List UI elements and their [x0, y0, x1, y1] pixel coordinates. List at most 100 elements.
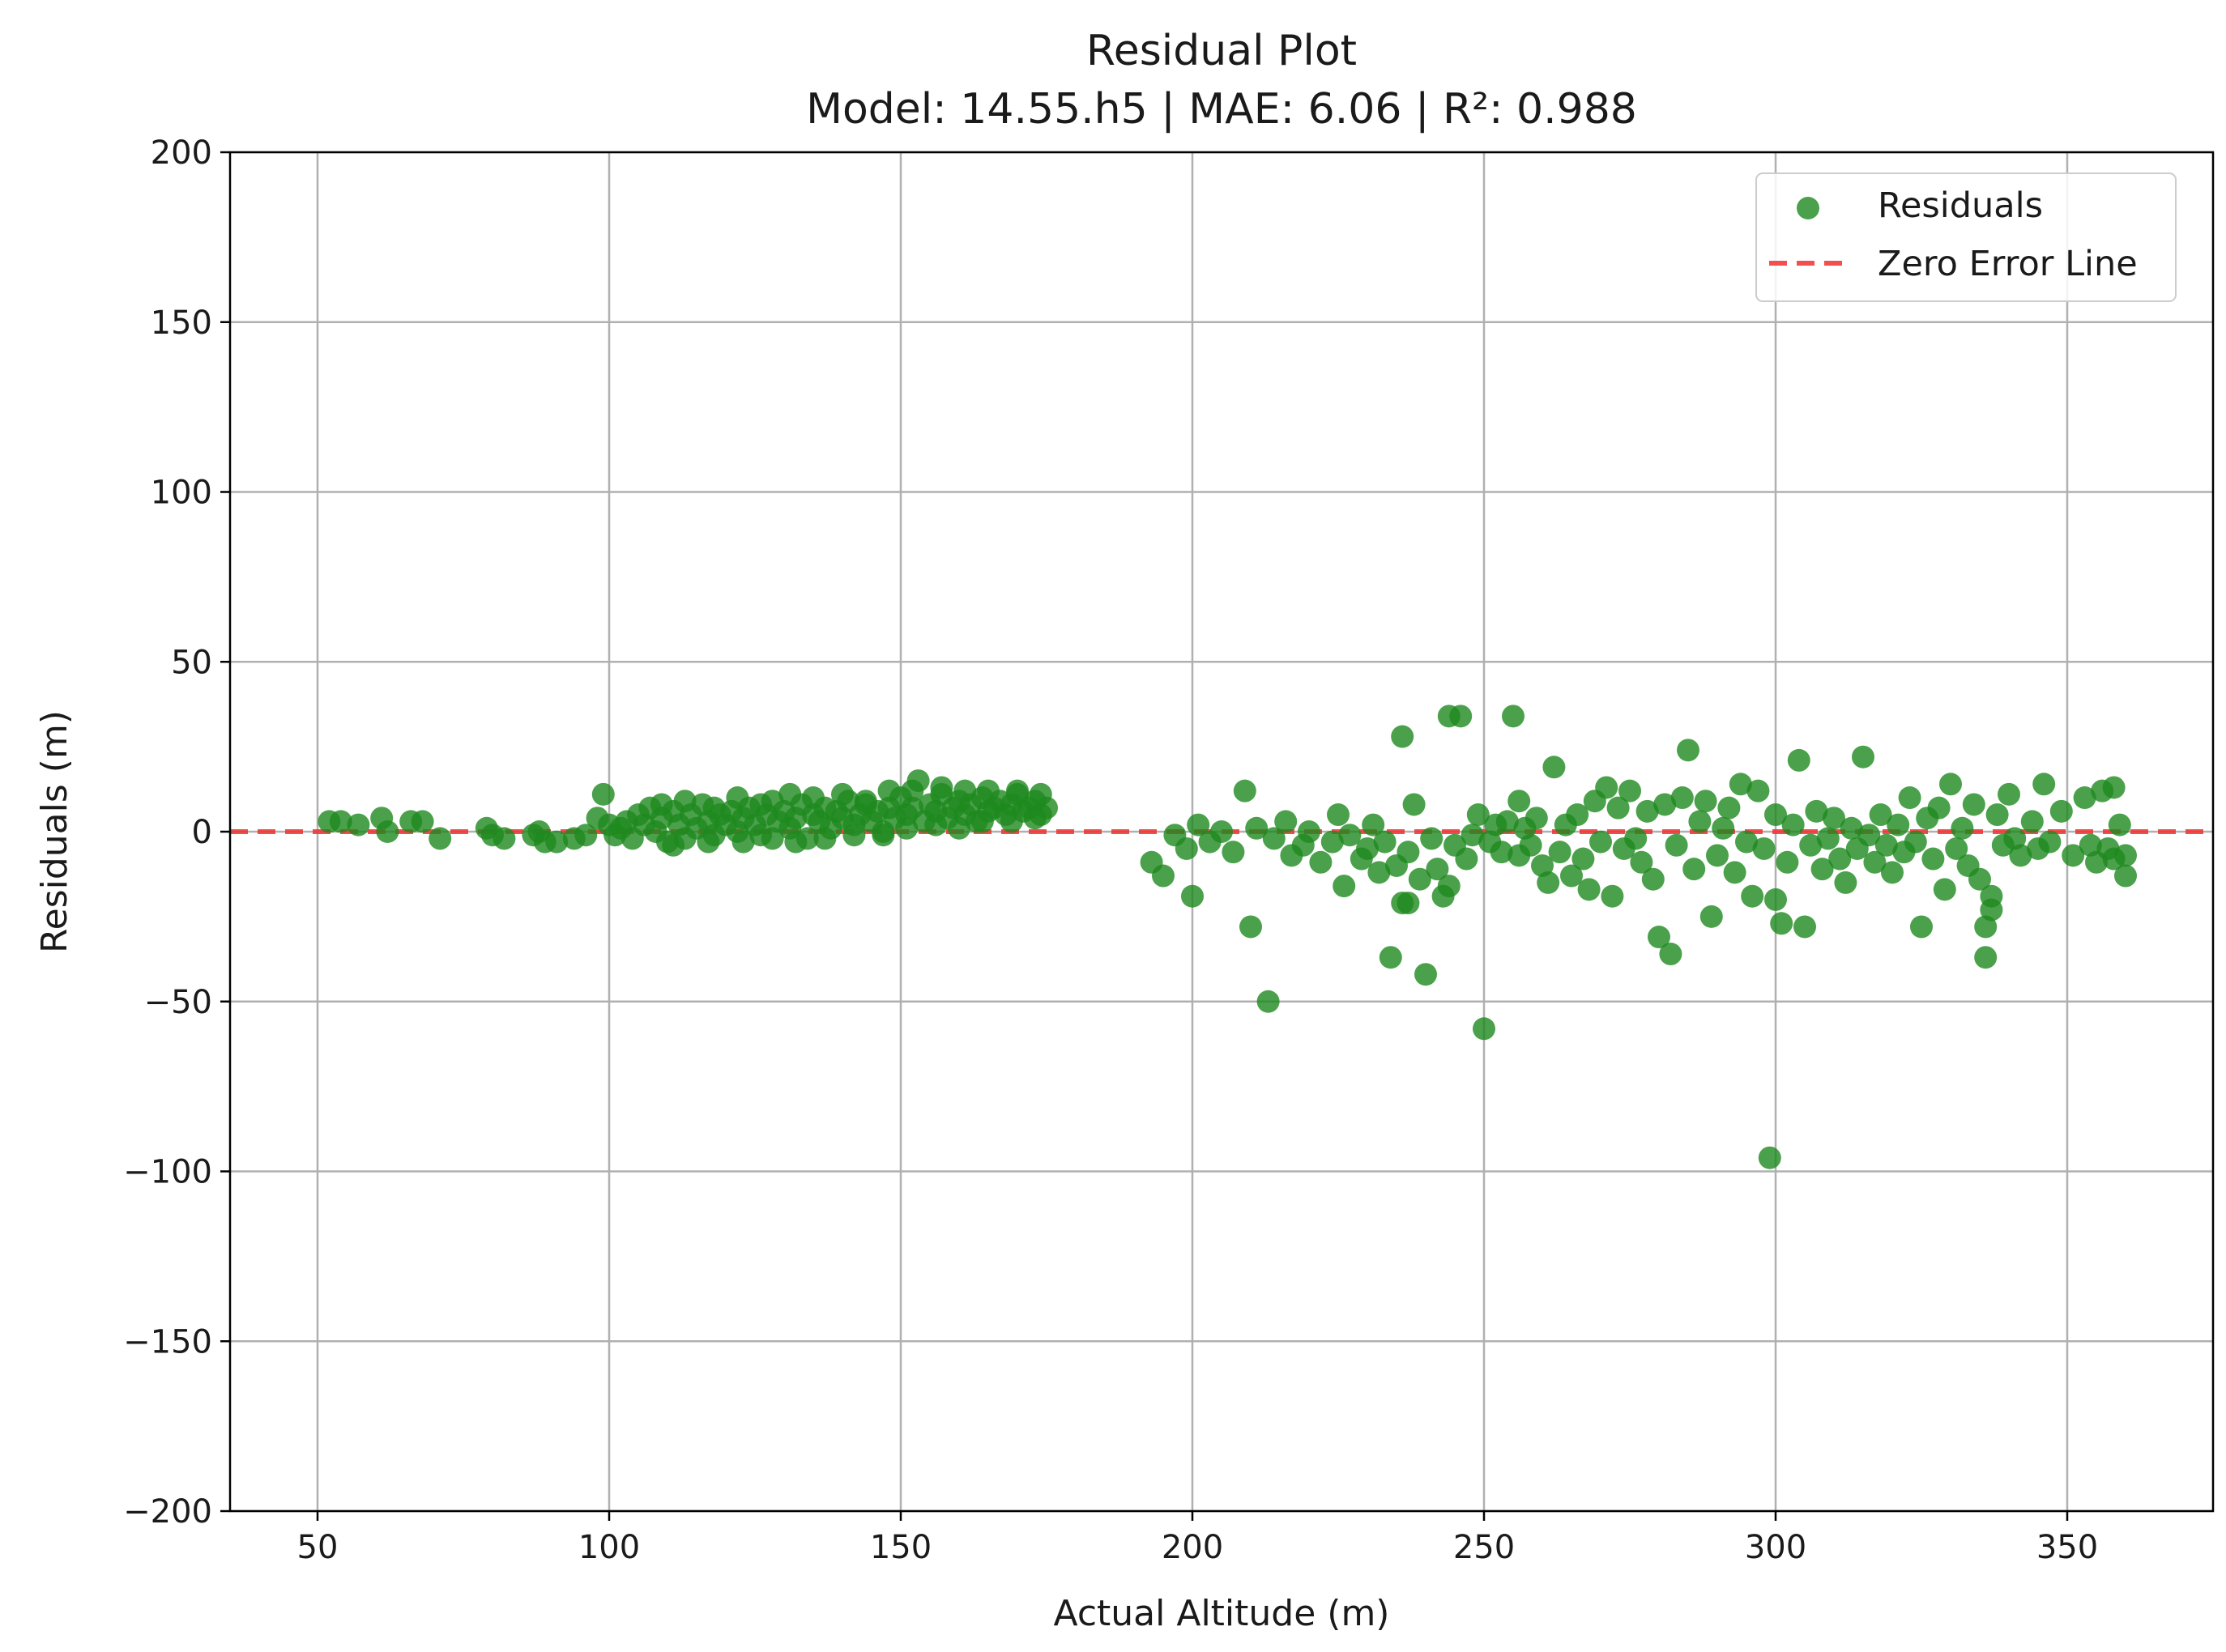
- residual-point: [1939, 773, 1962, 796]
- legend-label-residuals: Residuals: [1878, 185, 2043, 226]
- residual-point: [376, 820, 399, 843]
- residual-point: [1309, 850, 1333, 874]
- residual-point: [1635, 799, 1659, 823]
- residual-point: [1000, 810, 1023, 833]
- residual-point: [329, 810, 352, 833]
- chart-subtitle: Model: 14.55.h5 | MAE: 6.06 | R²: 0.988: [806, 85, 1637, 134]
- residual-point: [1461, 824, 1484, 847]
- residual-point: [1495, 810, 1519, 833]
- residual-point: [493, 827, 516, 850]
- residual-point: [1834, 871, 1857, 894]
- residual-point: [1735, 830, 1758, 854]
- residual-point: [1828, 847, 1852, 871]
- residual-point: [1595, 776, 1618, 799]
- residual-point: [1624, 827, 1648, 850]
- residual-point: [1823, 807, 1845, 830]
- residual-point: [1391, 725, 1414, 748]
- residual-point: [1256, 990, 1280, 1013]
- residual-point: [1274, 810, 1298, 833]
- plot-frame: [228, 151, 2215, 1513]
- residual-point: [1857, 824, 1881, 847]
- residual-point: [1402, 793, 1426, 816]
- residual-point: [1746, 779, 1770, 803]
- residual-point: [1222, 841, 1245, 864]
- residual-point: [1233, 779, 1256, 803]
- residual-point: [948, 816, 970, 840]
- legend: Residuals Zero Error Line: [1755, 172, 2177, 302]
- residual-point: [1980, 884, 2003, 908]
- residual-point: [2049, 799, 2073, 823]
- residual-point: [1945, 837, 1968, 860]
- residual-point: [2114, 864, 2137, 888]
- y-tick-label: −150: [123, 1323, 212, 1360]
- residual-point: [1933, 878, 1956, 901]
- residual-point: [761, 827, 784, 850]
- residual-point: [411, 810, 434, 833]
- residual-point: [1723, 861, 1746, 884]
- residual-point: [1974, 946, 1998, 969]
- residual-point: [1729, 773, 1752, 796]
- residual-point: [673, 790, 697, 813]
- residual-point: [1490, 841, 1513, 864]
- residual-point: [1670, 786, 1694, 810]
- x-axis-label: Actual Altitude (m): [1054, 1593, 1390, 1634]
- residual-point: [1175, 837, 1198, 860]
- residual-point: [731, 830, 755, 854]
- residual-point: [1694, 790, 1717, 813]
- residual-point: [591, 782, 615, 806]
- x-tick-label: 250: [1453, 1529, 1515, 1566]
- residual-point: [1653, 793, 1677, 816]
- residual-point: [1951, 816, 1974, 840]
- residual-point: [1962, 793, 1985, 816]
- residual-point: [1333, 875, 1356, 898]
- residual-point: [924, 813, 948, 837]
- residual-point: [842, 824, 866, 847]
- residual-point: [1327, 803, 1350, 827]
- residual-point: [1618, 779, 1641, 803]
- x-tick-label: 350: [2036, 1529, 2098, 1566]
- residual-point: [1455, 847, 1478, 871]
- x-tick-label: 50: [297, 1529, 339, 1566]
- residual-point: [1373, 830, 1397, 854]
- residual-point: [1408, 867, 1431, 891]
- y-tick-label: 50: [171, 644, 212, 681]
- residual-point: [1677, 739, 1699, 762]
- residual-point: [1152, 864, 1175, 888]
- residual-point: [970, 810, 994, 833]
- residual-point: [802, 786, 825, 810]
- residual-point: [1414, 963, 1437, 986]
- residual-point: [1665, 833, 1688, 857]
- residual-point: [977, 779, 1000, 803]
- legend-marker-residuals: [1797, 197, 1819, 219]
- residual-point: [1577, 878, 1601, 901]
- residual-point: [1029, 782, 1052, 806]
- y-tick-label: 200: [151, 134, 212, 172]
- residual-point: [1968, 867, 1991, 891]
- residual-point: [1898, 786, 1921, 810]
- residual-point: [2032, 773, 2056, 796]
- residual-point: [2038, 830, 2062, 854]
- residual-point: [1781, 813, 1805, 837]
- residual-point: [1904, 830, 1927, 854]
- residual-point: [2073, 786, 2096, 810]
- residual-point: [1571, 847, 1595, 871]
- y-tick-label: −200: [123, 1493, 212, 1531]
- x-tick-label: 100: [578, 1529, 640, 1566]
- residual-point: [953, 779, 977, 803]
- residual-point: [1641, 867, 1665, 891]
- residual-point: [1449, 705, 1473, 728]
- residual-point: [1985, 803, 2009, 827]
- residual-point: [2102, 776, 2126, 799]
- residual-point: [895, 816, 919, 840]
- residual-point: [1245, 816, 1269, 840]
- residual-point: [1758, 1146, 1781, 1169]
- residual-point: [1589, 830, 1612, 854]
- residual-point: [1601, 884, 1624, 908]
- residual-point: [1805, 799, 1828, 823]
- residual-point: [1712, 816, 1735, 840]
- residual-point: [1507, 790, 1531, 813]
- residual-point: [1362, 813, 1385, 837]
- y-axis-label: Residuals (m): [34, 710, 75, 953]
- residual-point: [1397, 892, 1420, 915]
- residual-point: [2062, 844, 2085, 867]
